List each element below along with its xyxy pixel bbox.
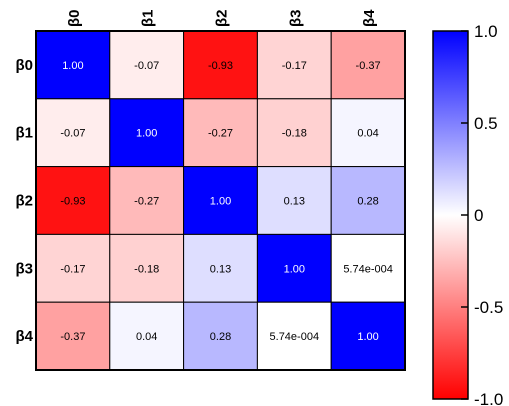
heatmap-cell [109, 301, 185, 371]
cell-value-label: -0.37 [356, 60, 381, 72]
heatmap-cell [35, 301, 111, 371]
cell-value-label: 5.74e-004 [343, 263, 393, 275]
cell-value-label: 1.00 [284, 263, 305, 275]
heatmap-cell [256, 166, 332, 235]
heatmap-cell [109, 30, 185, 100]
colorbar-tick-label: 0 [474, 206, 483, 225]
heatmap-cell [256, 233, 332, 303]
cell-value-label: -0.27 [208, 128, 233, 140]
heatmap-border [35, 30, 406, 371]
cell-value-label: -0.18 [134, 263, 159, 275]
column-label: β0 [66, 10, 83, 28]
column-label: β1 [140, 10, 157, 28]
cell-value-label: -0.18 [282, 128, 307, 140]
row-label: β1 [16, 125, 34, 142]
heatmap-cell [330, 233, 406, 303]
row-labels: β0 β1 β2 β3 β4 [16, 57, 34, 345]
colorbar-tick-label: -1.0 [474, 390, 503, 406]
row-label: β0 [16, 57, 34, 74]
cell-value-label: 1.00 [62, 60, 83, 72]
colorbar-tick-label: 0.5 [474, 114, 498, 133]
cell-value-label: -0.93 [60, 196, 85, 208]
cell-value-label: 0.28 [357, 196, 378, 208]
cell-value-label: 0.04 [357, 128, 378, 140]
row-label: β3 [16, 260, 34, 277]
heatmap-cell [330, 98, 406, 168]
cell-value-label: -0.37 [60, 331, 85, 343]
cell-value-label: 5.74e-004 [270, 331, 320, 343]
row-label: β4 [16, 328, 34, 345]
colorbar-tick-label: -0.5 [474, 298, 503, 317]
heatmap-cell [256, 30, 332, 100]
cell-value-label: -0.07 [60, 128, 85, 140]
column-label: β3 [287, 10, 304, 28]
heatmap-cell [35, 98, 111, 168]
cell-value-label: 0.13 [210, 263, 231, 275]
heatmap-cell [183, 98, 258, 168]
cell-value-label: 0.28 [210, 331, 231, 343]
cell-value-label: 0.13 [284, 196, 305, 208]
heatmap-cell [109, 233, 185, 303]
cell-value-label: -0.07 [134, 60, 159, 72]
colorbar-tick-label: 1.0 [474, 22, 498, 41]
heatmap-cell [35, 30, 111, 100]
column-label: β2 [214, 10, 231, 28]
cell-value-label: -0.17 [60, 263, 85, 275]
cell-value-label: -0.27 [134, 196, 159, 208]
cell-value-label: -0.17 [282, 60, 307, 72]
cell-value-label: 1.00 [357, 331, 378, 343]
heatmap-cell [330, 301, 406, 371]
column-labels: β0 β1 β2 β3 β4 [66, 9, 378, 27]
cell-value-label: -0.93 [208, 60, 233, 72]
heatmap-cell [183, 233, 258, 303]
heatmap-cell [183, 301, 258, 371]
column-label: β4 [361, 9, 378, 27]
cell-value-label: 0.04 [136, 331, 157, 343]
cell-value-label: 1.00 [136, 128, 157, 140]
cell-value-label: 1.00 [210, 196, 231, 208]
colorbar: 1.0 0.5 0 -0.5 -1.0 [432, 22, 503, 406]
heatmap-cells: 1.00 -0.07 -0.93 -0.17 -0.37 -0.07 1.00 -0.27 -0… [35, 30, 406, 371]
row-label: β2 [16, 193, 34, 210]
heatmap-cell [109, 166, 185, 235]
